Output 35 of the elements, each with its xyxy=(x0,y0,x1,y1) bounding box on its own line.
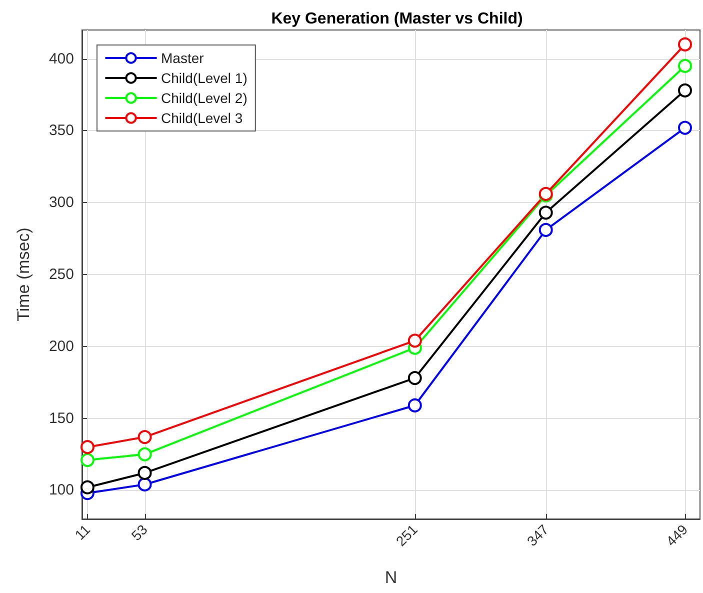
y-tick-label: 250 xyxy=(48,266,74,283)
x-axis-title: N xyxy=(384,568,398,587)
point xyxy=(408,398,422,412)
point xyxy=(678,83,692,98)
point xyxy=(138,447,152,462)
x-tick-label: 347 xyxy=(524,521,552,550)
point xyxy=(678,120,692,135)
legend-label: Master xyxy=(161,50,204,66)
y-tick-label: 150 xyxy=(48,410,74,427)
y-tick-label: 100 xyxy=(48,482,74,499)
point xyxy=(538,206,553,220)
point xyxy=(80,480,94,494)
point xyxy=(138,477,152,492)
legend-label: Child(Level 3 xyxy=(161,110,243,126)
x-tick-label: 449 xyxy=(662,521,691,550)
point xyxy=(678,37,692,52)
point xyxy=(138,430,152,444)
y-axis-title: Time (msec) xyxy=(14,228,33,322)
legend-label: Child(Level 1) xyxy=(161,70,248,86)
x-tick-label: 53 xyxy=(128,521,151,544)
point xyxy=(538,222,553,237)
point xyxy=(80,440,94,454)
point xyxy=(408,334,422,348)
y-tick-label: 350 xyxy=(48,122,74,140)
point xyxy=(80,453,94,468)
point xyxy=(408,371,422,386)
legend-label: Child(Level 2) xyxy=(161,90,248,106)
point xyxy=(138,466,152,480)
x-tick-label: 11 xyxy=(72,521,94,543)
y-tick-label: 300 xyxy=(48,194,74,212)
chart-title: Key Generation (Master vs Child) xyxy=(271,10,523,28)
x-tick-label: 251 xyxy=(392,521,421,550)
point xyxy=(678,58,692,73)
y-tick-label: 400 xyxy=(48,50,74,68)
y-tick-label: 200 xyxy=(48,338,74,355)
